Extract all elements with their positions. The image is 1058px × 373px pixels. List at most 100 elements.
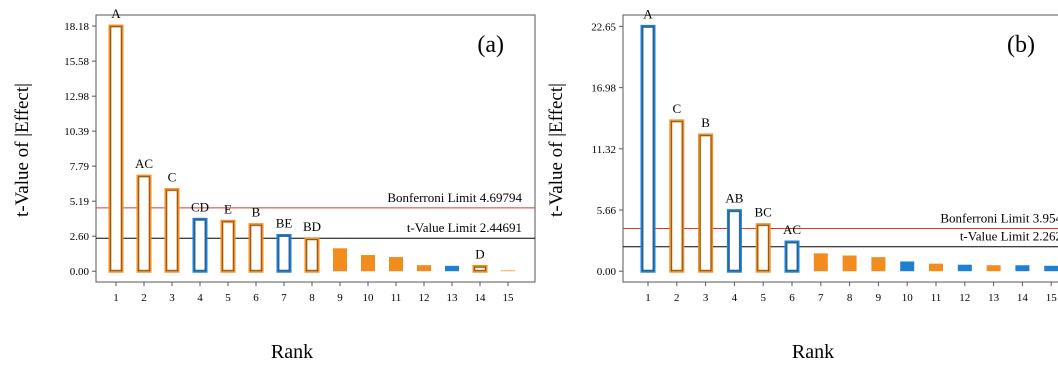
bar [417, 265, 431, 272]
y-tick-label: 11.32 [592, 144, 616, 156]
bar [108, 24, 124, 273]
y-tick-label: 18.18 [64, 21, 89, 33]
x-tick-label: 6 [253, 292, 259, 304]
x-tick-label: 8 [847, 292, 853, 304]
bar [900, 261, 915, 272]
x-tick-label: 1 [113, 292, 119, 304]
bar [389, 257, 403, 272]
bar [640, 24, 656, 273]
bar [164, 188, 180, 273]
x-tick-label: 9 [337, 292, 343, 304]
bar-label: C [672, 101, 681, 116]
x-tick-label: 10 [902, 292, 914, 304]
y-axis-title: t-Value of |Effect| [12, 83, 33, 217]
bar [1044, 265, 1058, 272]
bar-outline [166, 189, 178, 272]
x-tick-label: 7 [281, 292, 287, 304]
bar-label: AC [783, 222, 801, 237]
bar-label: AB [725, 191, 743, 206]
bar-label: A [643, 6, 653, 21]
x-tick-label: 3 [169, 292, 175, 304]
bar-label: CD [191, 199, 209, 214]
x-tick-label: 14 [475, 292, 487, 304]
bonferroni-limit-label: Bonferroni Limit 3.95422 [940, 210, 1058, 225]
bar [871, 257, 886, 272]
bar-outline [222, 221, 234, 272]
bar-outline [250, 224, 262, 272]
bar [333, 248, 347, 272]
x-tick-label: 13 [447, 292, 459, 304]
bar-outline [278, 235, 290, 272]
bar-outline [757, 224, 770, 271]
bar [842, 255, 857, 272]
x-tick-label: 1 [645, 292, 651, 304]
bar-label: BC [755, 205, 772, 220]
bar-outline [642, 26, 654, 271]
bar-outline [670, 121, 683, 271]
x-tick-label: 15 [1046, 292, 1058, 304]
bar-label: A [111, 6, 121, 21]
bar-outline [194, 219, 206, 272]
bar [276, 233, 292, 273]
bar [669, 119, 685, 273]
x-tick-label: 2 [141, 292, 147, 304]
bar-label: C [168, 170, 177, 185]
x-tick-label: 8 [309, 292, 315, 304]
x-tick-label: 6 [789, 292, 795, 304]
bar-label: B [701, 115, 710, 130]
bar [986, 265, 1001, 272]
y-tick-label: 12.98 [64, 91, 89, 103]
bar [248, 223, 264, 273]
x-tick-label: 11 [391, 292, 402, 304]
x-tick-label: 5 [760, 292, 766, 304]
x-tick-label: 12 [959, 292, 970, 304]
bar [813, 253, 828, 272]
bar-label: B [252, 205, 261, 220]
y-tick-label: 2.60 [70, 231, 90, 243]
bar [472, 264, 488, 273]
bar-label: BD [303, 219, 321, 234]
bar [220, 219, 236, 273]
bar [501, 270, 515, 272]
y-tick-label: 10.39 [64, 126, 89, 138]
bar-label: E [224, 201, 232, 216]
bar [726, 209, 742, 273]
y-tick-label: 16.98 [591, 83, 616, 95]
bar-outline [474, 266, 486, 272]
bar-label: BE [276, 215, 293, 230]
bar-label: AC [135, 156, 153, 171]
y-tick-label: 5.19 [70, 196, 90, 208]
y-tick-label: 5.66 [597, 205, 617, 217]
bar [304, 237, 320, 273]
y-axis-title: t-Value of |Effect| [546, 83, 567, 217]
x-tick-label: 2 [674, 292, 680, 304]
bar-label: D [475, 246, 484, 261]
x-tick-label: 14 [1017, 292, 1029, 304]
panel-label: (a) [477, 32, 504, 58]
x-tick-label: 12 [419, 292, 430, 304]
y-tick-label: 15.58 [64, 56, 89, 68]
bar-outline [138, 176, 150, 272]
y-tick-label: 0.00 [597, 266, 617, 278]
x-tick-label: 15 [503, 292, 515, 304]
bar-outline [699, 135, 712, 271]
bar-outline [786, 242, 798, 271]
x-axis-title: Rank [792, 341, 834, 363]
x-tick-label: 13 [988, 292, 1000, 304]
bar-outline [110, 26, 122, 272]
y-tick-label: 7.79 [70, 161, 90, 173]
bar [957, 264, 972, 272]
bar [755, 223, 771, 273]
y-tick-label: 22.65 [591, 21, 616, 33]
x-tick-label: 3 [703, 292, 709, 304]
bar-outline [306, 239, 318, 272]
bar [784, 240, 800, 273]
x-tick-label: 11 [931, 292, 942, 304]
x-axis-title: Rank [271, 341, 313, 363]
bar [445, 265, 459, 272]
x-tick-label: 10 [363, 292, 375, 304]
y-tick-label: 0.00 [70, 266, 90, 278]
t-value-limit-label: t-Value Limit 2.44691 [407, 220, 522, 235]
